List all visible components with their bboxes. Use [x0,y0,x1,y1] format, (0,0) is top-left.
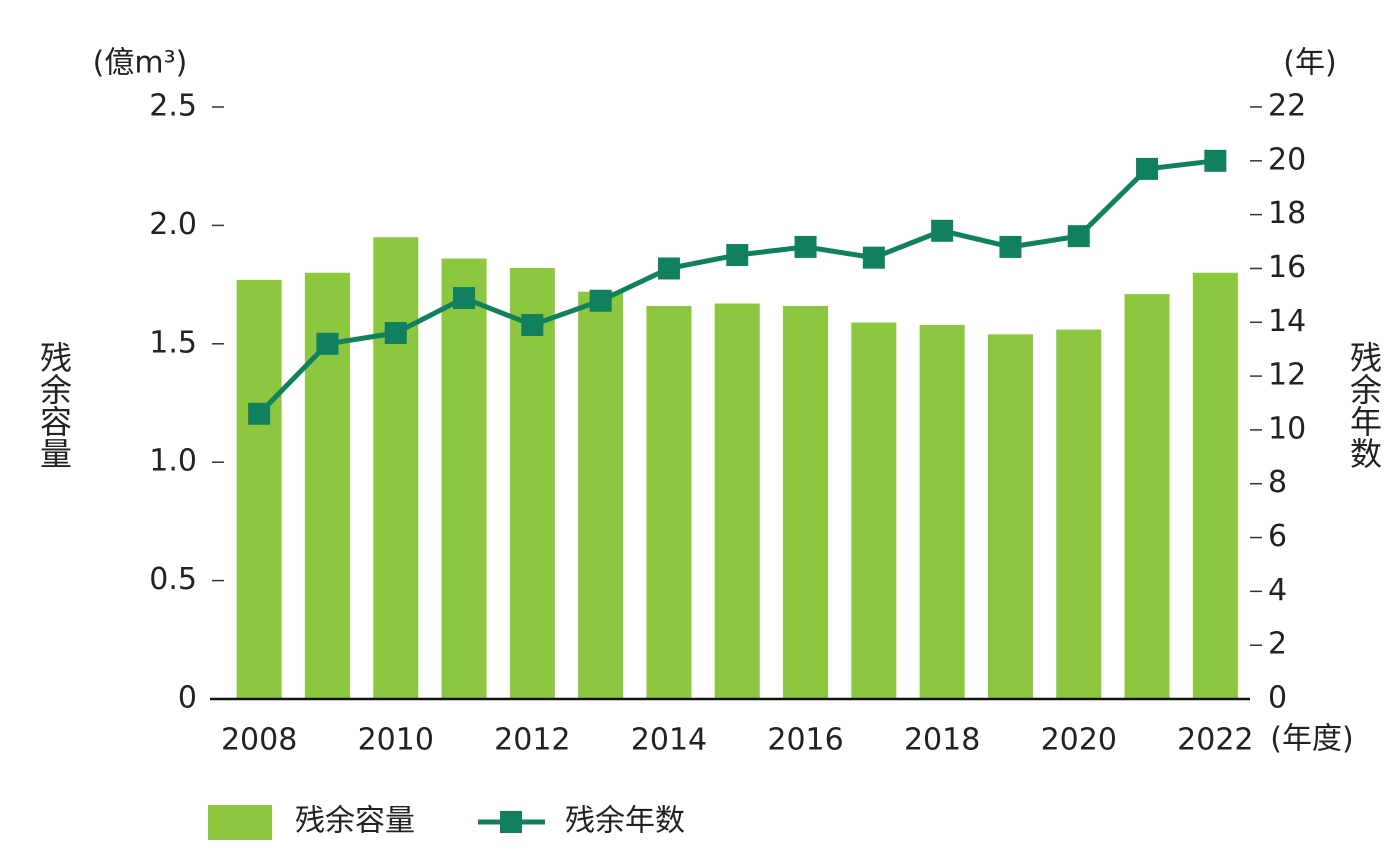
y2-tick-label: 20 [1268,142,1306,177]
y-axis-title: 残余容量 [35,341,73,469]
legend-label: 残余年数 [565,804,685,839]
y2-unit: (年) [1283,46,1336,81]
bar [851,322,897,699]
y2-tick-label: 6 [1268,519,1287,554]
bar [1056,329,1102,699]
marker [862,246,885,269]
bar [578,291,624,699]
y-tick-label: 2.0 [149,207,197,242]
x-tick-label: 2018 [904,723,980,758]
x-unit: (年度) [1270,722,1353,757]
legend-swatch [208,805,272,840]
marker [1204,149,1227,172]
bar [1192,272,1238,699]
bar [783,305,829,699]
marker [657,257,680,280]
bar [236,279,282,699]
y2-tick-label: 22 [1268,89,1306,124]
y2-tick-label: 8 [1268,465,1287,500]
y2-tick-label: 4 [1268,573,1287,608]
marker [999,235,1022,258]
marker [248,402,271,425]
y2-tick-label: 12 [1268,358,1306,393]
y-tick-label: 2.5 [149,89,197,124]
bar [646,305,692,699]
y-tick-label: 0 [178,681,197,716]
marker [521,313,544,336]
marker [384,322,407,345]
y-tick-label: 1.5 [149,325,197,360]
x-tick-label: 2016 [767,723,843,758]
y-unit: (億m³) [93,46,188,81]
marker [931,219,954,242]
x-tick-label: 2020 [1041,723,1117,758]
x-tick-label: 2014 [631,723,707,758]
marker [1067,225,1090,248]
marker [794,235,817,258]
x-tick-label: 2010 [358,723,434,758]
legend-swatch [500,811,522,833]
y2-tick-label: 16 [1268,250,1306,285]
bar [1124,294,1170,699]
x-tick-label: 2022 [1177,723,1253,758]
legend-label: 残余容量 [295,804,415,839]
bar [441,258,487,699]
x-tick-label: 2012 [494,723,570,758]
marker [316,332,339,355]
y2-tick-label: 10 [1268,411,1306,446]
y-tick-label: 0.5 [149,562,197,597]
bar [509,268,555,699]
marker [1136,157,1159,180]
y2-axis-title: 残余年数 [1345,341,1383,469]
marker [589,289,612,312]
bar [919,324,965,699]
marker [453,287,476,310]
marker [726,244,749,266]
bar [373,237,419,700]
x-tick-label: 2008 [221,723,297,758]
y2-tick-label: 2 [1268,627,1287,662]
y2-tick-label: 18 [1268,196,1306,231]
y2-tick-label: 14 [1268,304,1306,339]
y2-tick-label: 0 [1268,681,1287,716]
bar [714,303,760,699]
bar [987,334,1033,699]
y-tick-label: 1.0 [149,444,197,479]
